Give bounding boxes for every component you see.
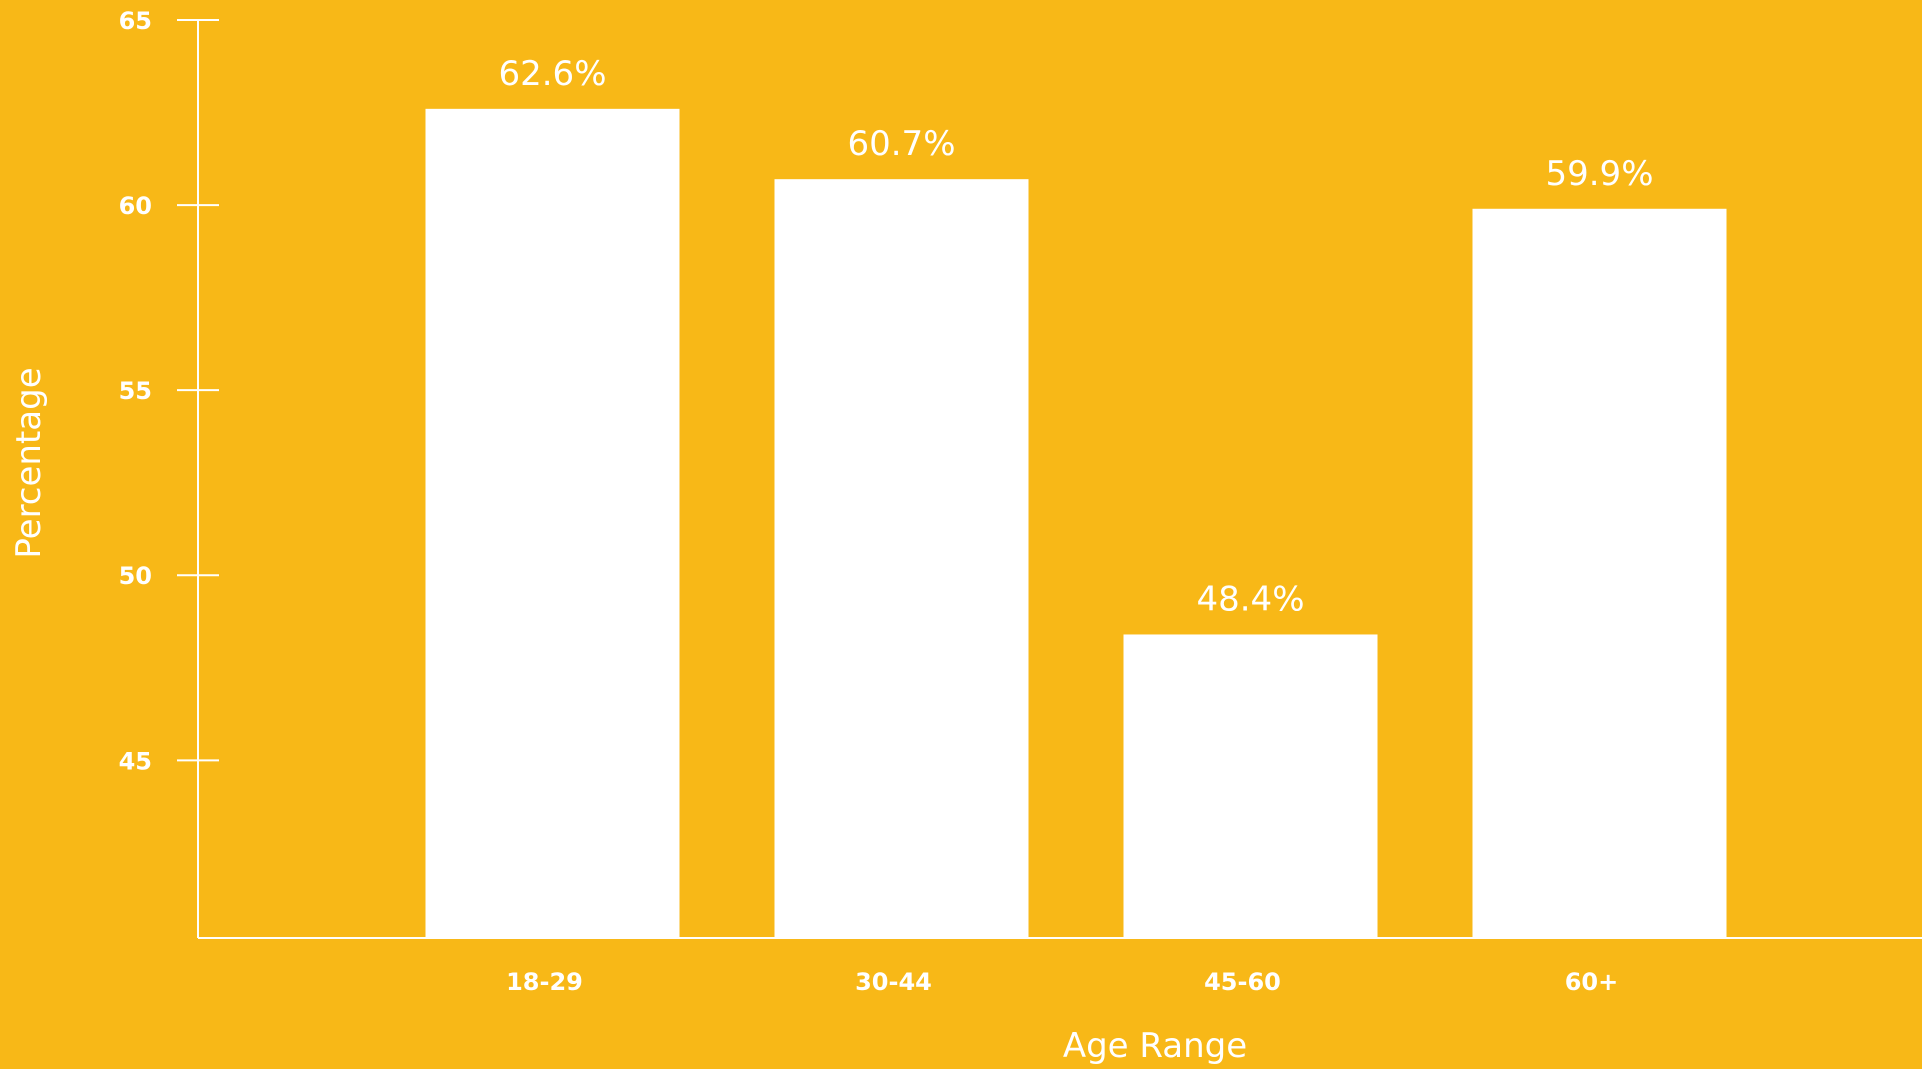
data-labels: 62.6% 60.7% 48.4% 59.9% xyxy=(498,54,1653,620)
category-labels: 18-29 30-44 45-60 60+ xyxy=(506,968,1618,996)
y-tick-label: 50 xyxy=(119,562,152,590)
bars xyxy=(425,108,1727,938)
data-label: 62.6% xyxy=(498,54,606,94)
data-label: 48.4% xyxy=(1196,579,1304,619)
data-label: 60.7% xyxy=(847,124,955,164)
bar-45-60 xyxy=(1123,634,1378,937)
y-axis: 45 50 55 60 65 xyxy=(119,7,219,938)
x-tick-label: 45-60 xyxy=(1204,968,1281,996)
x-axis-title: Age Range xyxy=(1063,1026,1247,1066)
x-tick-label: 60+ xyxy=(1565,968,1619,996)
y-tick-label: 45 xyxy=(119,747,152,775)
x-tick-label: 30-44 xyxy=(855,968,932,996)
y-tick-label: 55 xyxy=(119,377,152,405)
bar-18-29 xyxy=(425,108,680,938)
y-axis-title: Percentage xyxy=(9,367,49,558)
x-tick-label: 18-29 xyxy=(506,968,583,996)
bar-30-44 xyxy=(774,179,1029,937)
bar-60+ xyxy=(1472,208,1727,938)
y-tick-label: 60 xyxy=(119,192,152,220)
data-label: 59.9% xyxy=(1545,154,1653,194)
y-tick-label: 65 xyxy=(119,7,152,35)
